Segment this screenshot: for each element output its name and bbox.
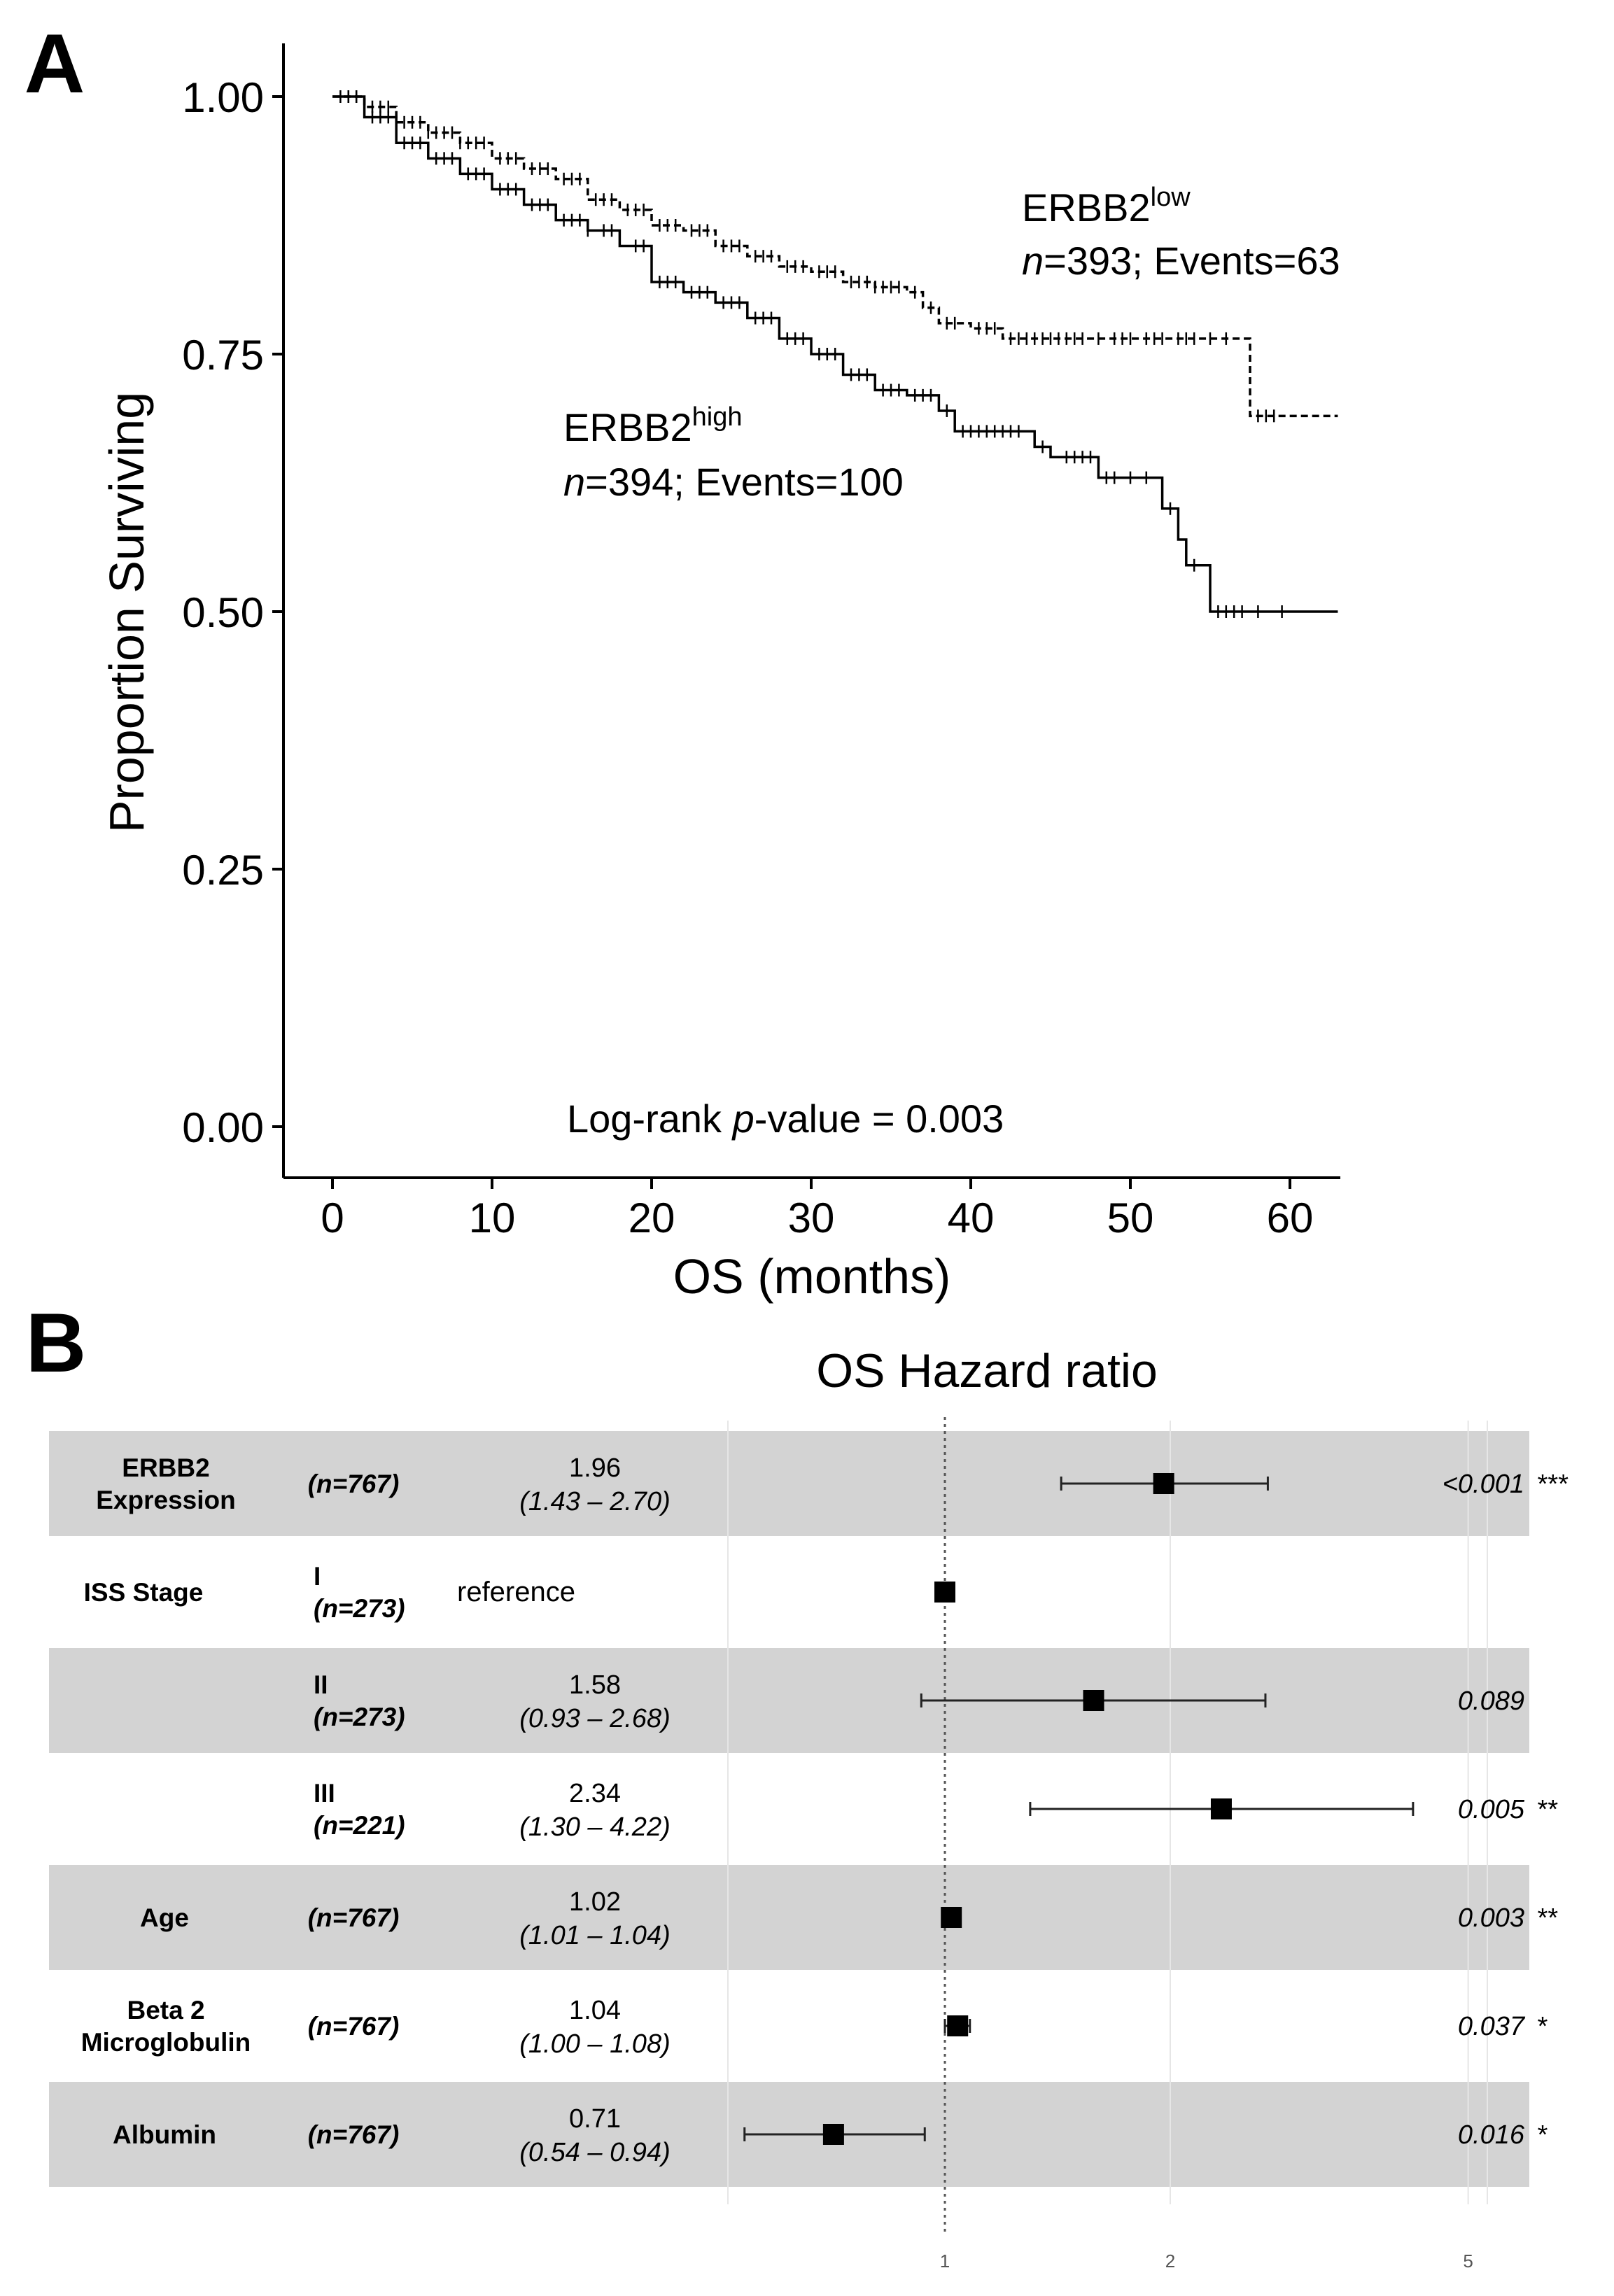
reference-label: reference <box>457 1577 575 1607</box>
level-label: II <box>314 1670 328 1699</box>
p-value-label: 0.037 <box>1458 2012 1526 2041</box>
p-value-label: 0.005 <box>1458 1795 1525 1824</box>
panel-b-label: B <box>26 1296 87 1390</box>
y-axis-title: Proportion Surviving <box>99 392 154 833</box>
row-band <box>49 1865 1529 1970</box>
x-tick-label: 60 <box>1267 1195 1314 1241</box>
y-tick-label: 0.25 <box>182 847 264 894</box>
n-label: (n=273) <box>314 1703 405 1731</box>
hr-point <box>1153 1473 1174 1494</box>
variable-label: Age <box>140 1903 189 1932</box>
forest-row: III (n=221) 2.34 (1.30 – 4.22) 0.005 ** <box>314 1779 1558 1842</box>
logrank-annotation: Log-rank p-value = 0.003 <box>567 1097 1004 1141</box>
x-tick-label: 30 <box>788 1195 835 1241</box>
p-value-label: 0.089 <box>1458 1686 1524 1716</box>
x-axis-title: OS (months) <box>673 1249 951 1304</box>
forest-row: II (n=273) 1.58 (0.93 – 2.68) 0.089 <box>314 1670 1524 1733</box>
variable-label: ERBB2 <box>122 1453 209 1482</box>
ci-label: (1.30 – 4.22) <box>519 1812 670 1842</box>
p-value-label: <0.001 <box>1443 1470 1524 1499</box>
hr-value-label: 1.96 <box>569 1453 621 1483</box>
x-tick-label: 50 <box>1107 1195 1154 1241</box>
significance-stars: *** <box>1536 1470 1569 1499</box>
significance-stars: ** <box>1536 1903 1558 1933</box>
km-curve-erbb2-high <box>332 95 1338 613</box>
forest-x-tick-label: 5 <box>1463 2251 1473 2272</box>
variable-label: Expression <box>96 1486 235 1514</box>
p-value-label: 0.003 <box>1458 1903 1524 1933</box>
hr-point <box>1083 1690 1104 1711</box>
hr-value-label: 1.04 <box>569 1996 621 2025</box>
forest-grid <box>727 1417 1488 2232</box>
forest-x-tick-label: 2 <box>1165 2251 1175 2272</box>
panel-a-label: A <box>24 17 85 111</box>
level-label: III <box>314 1779 335 1808</box>
variable-label: Albumin <box>113 2120 216 2149</box>
ci-label: (0.93 – 2.68) <box>519 1704 670 1733</box>
x-tick-label: 0 <box>321 1195 344 1241</box>
x-tick-label: 10 <box>469 1195 516 1241</box>
forest-row: ISS Stage I (n=273) reference <box>84 1562 955 1623</box>
erbb2-high-label: ERBB2high <box>563 402 742 449</box>
forest-row-bands <box>49 1431 1529 2187</box>
n-label: (n=767) <box>308 2120 400 2149</box>
significance-stars: * <box>1536 2012 1548 2041</box>
level-label: I <box>314 1562 321 1591</box>
ci-label: (1.43 – 2.70) <box>519 1487 670 1516</box>
n-label: (n=221) <box>314 1811 405 1840</box>
hr-value-label: 0.71 <box>569 2104 621 2134</box>
variable-label: Microglobulin <box>81 2028 251 2057</box>
ci-label: (1.00 – 1.08) <box>519 2029 670 2059</box>
hr-value-label: 1.02 <box>569 1887 621 1917</box>
hr-point <box>934 1582 955 1603</box>
km-censor-group <box>339 90 1283 618</box>
x-tick-label: 40 <box>948 1195 995 1241</box>
y-tick-label: 1.00 <box>182 74 264 121</box>
km-plot: 0.00 0.25 0.50 0.75 1.00 0 10 20 30 40 50 60 <box>182 43 1340 1241</box>
hr-value-label: 1.58 <box>569 1670 621 1700</box>
erbb2-high-stats: n=394; Events=100 <box>563 460 904 504</box>
ci-label: (0.54 – 0.94) <box>519 2138 670 2167</box>
significance-stars: * <box>1536 2120 1548 2150</box>
n-label: (n=767) <box>308 1903 400 1932</box>
hr-point <box>1210 1798 1232 1819</box>
forest-rows: ERBB2 Expression (n=767) 1.96 (1.43 – 2.70) <… <box>81 1453 1569 2167</box>
x-tick-label: 20 <box>629 1195 675 1241</box>
erbb2-low-label: ERBB2low <box>1022 183 1191 230</box>
forest-row: Age (n=767) 1.02 (1.01 – 1.04) 0.003 ** <box>140 1887 1558 1950</box>
forest-title: OS Hazard ratio <box>816 1344 1158 1397</box>
y-tick-label: 0.75 <box>182 332 264 379</box>
hr-point <box>947 2015 969 2036</box>
n-label: (n=767) <box>308 1470 400 1498</box>
hr-value-label: 2.34 <box>569 1779 621 1808</box>
n-label: (n=273) <box>314 1594 405 1623</box>
y-tick-label: 0.00 <box>182 1104 264 1151</box>
forest-x-tick-label: 1 <box>940 2251 950 2272</box>
y-tick-label: 0.50 <box>182 589 264 636</box>
hr-point <box>941 1907 962 1928</box>
variable-label: ISS Stage <box>84 1578 204 1607</box>
hr-point <box>822 2124 844 2145</box>
significance-stars: ** <box>1536 1795 1558 1824</box>
n-label: (n=767) <box>308 2012 400 2041</box>
forest-axis: 1 2 5 <box>940 2251 1473 2272</box>
forest-row: Beta 2 Microglobulin (n=767) 1.04 (1.00 – 1.… <box>81 1996 1548 2059</box>
p-value-label: 0.016 <box>1458 2120 1525 2150</box>
row-band <box>49 1431 1529 1536</box>
km-axes: 0.00 0.25 0.50 0.75 1.00 0 10 20 30 40 50 60 <box>182 43 1340 1241</box>
erbb2-low-stats: n=393; Events=63 <box>1022 239 1340 283</box>
forest-row: ERBB2 Expression (n=767) 1.96 (1.43 – 2.70) <… <box>96 1453 1568 1516</box>
ci-label: (1.01 – 1.04) <box>519 1921 670 1950</box>
variable-label: Beta 2 <box>127 1996 204 2024</box>
row-band <box>49 1648 1529 1753</box>
forest-row: Albumin (n=767) 0.71 (0.54 – 0.94) 0.016 * <box>113 2104 1548 2167</box>
